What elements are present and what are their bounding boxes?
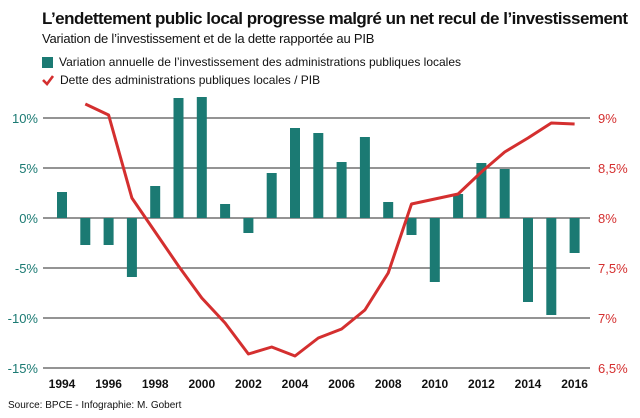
y-right-tick-label: 7% (598, 311, 617, 326)
x-tick-label: 2002 (235, 377, 262, 391)
y-left-tick-label: -5% (15, 261, 39, 276)
bar-2014 (523, 218, 533, 302)
bar-2001 (220, 204, 231, 218)
bar-1994 (57, 192, 67, 218)
y-right-tick-label: 8% (598, 211, 617, 226)
x-tick-label: 2010 (421, 377, 448, 391)
bar-2009 (406, 218, 417, 235)
y-right-tick-label: 7,5% (598, 261, 628, 276)
bar-2004 (290, 128, 300, 218)
bar-2010 (429, 218, 440, 282)
bar-2015 (546, 218, 557, 315)
x-tick-label: 1998 (142, 377, 169, 391)
x-tick-label: 2008 (375, 377, 402, 391)
bar-2000 (196, 97, 207, 218)
y-right-tick-label: 9% (598, 111, 617, 126)
legend-item-line: Dette des administrations publiques loca… (42, 73, 320, 87)
x-tick-label: 1994 (49, 377, 76, 391)
y-left-tick-label: 10% (12, 111, 38, 126)
bar-2011 (453, 194, 464, 218)
y-left-tick-label: -15% (8, 361, 39, 376)
y-left-tick-label: 0% (19, 211, 38, 226)
bar-2005 (313, 133, 324, 218)
chart-subtitle: Variation de l’investissement et de la d… (42, 31, 375, 46)
bar-2013 (499, 169, 510, 218)
bar-1997 (126, 218, 137, 277)
x-tick-label: 2014 (515, 377, 542, 391)
source-note: Source: BPCE - Infographie: M. Gobert (8, 400, 182, 411)
bar-2012 (476, 163, 487, 218)
x-tick-label: 2004 (282, 377, 309, 391)
bar-1995 (80, 218, 91, 245)
y-right-tick-label: 6,5% (598, 361, 628, 376)
x-tick-label: 2000 (188, 377, 215, 391)
square-icon (42, 56, 53, 68)
bar-2002 (243, 218, 254, 233)
x-tick-label: 1996 (95, 377, 122, 391)
bar-1998 (150, 186, 161, 218)
checkmark-icon (42, 74, 54, 86)
bar-2016 (569, 218, 580, 253)
debt-line (84, 102, 575, 358)
legend-label: Variation annuelle de l’investissement d… (59, 55, 462, 69)
x-tick-label: 2016 (561, 377, 588, 391)
y-left-tick-label: 5% (19, 161, 38, 176)
y-right-tick-label: 8,5% (598, 161, 628, 176)
bar-2007 (359, 137, 370, 218)
bar-2003 (266, 173, 277, 218)
bar-2008 (383, 202, 394, 218)
bar-1996 (103, 218, 114, 245)
x-tick-label: 2006 (328, 377, 355, 391)
chart-title: L’endettement public local progresse mal… (42, 9, 628, 28)
legend-label: Dette des administrations publiques loca… (60, 73, 321, 87)
legend-item-bars: Variation annuelle de l’investissement d… (42, 55, 461, 69)
x-tick-label: 2012 (468, 377, 495, 391)
bar-1999 (173, 98, 184, 218)
y-left-tick-label: -10% (8, 311, 39, 326)
bar-2006 (336, 162, 347, 218)
